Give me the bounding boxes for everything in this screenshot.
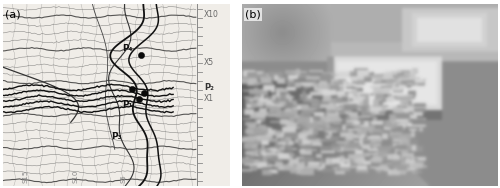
Text: S10: S10 (72, 170, 78, 183)
Text: X1: X1 (204, 94, 214, 103)
Text: X5: X5 (204, 58, 214, 67)
Text: P₄: P₄ (122, 44, 133, 53)
Text: S5: S5 (120, 175, 126, 183)
Text: (b): (b) (246, 9, 261, 19)
Text: P₁: P₁ (122, 100, 133, 109)
Text: (a): (a) (5, 9, 20, 19)
Text: S15: S15 (22, 170, 28, 183)
Text: X10: X10 (204, 10, 218, 19)
Text: P₂: P₂ (204, 83, 214, 92)
Text: P₃: P₃ (111, 132, 122, 141)
